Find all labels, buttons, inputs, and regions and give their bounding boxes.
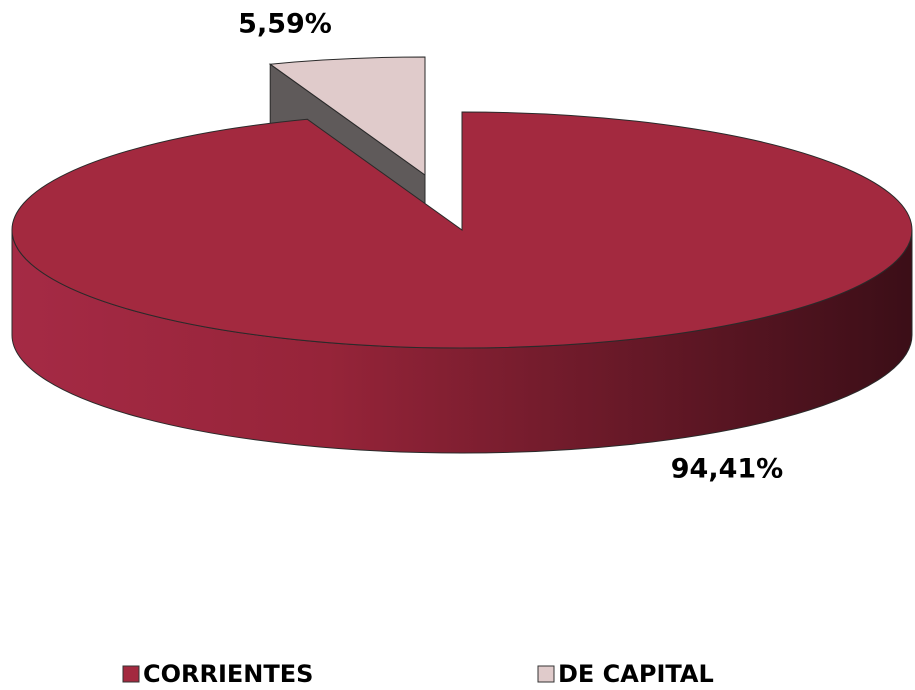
data-label: 94,41% (671, 454, 783, 485)
legend-label: CORRIENTES (143, 660, 313, 688)
slice (268, 56, 426, 176)
legend-swatch (122, 665, 140, 683)
legend-label: DE CAPITAL (558, 660, 714, 688)
data-label: 5,59% (238, 9, 332, 40)
slice (11, 111, 913, 349)
legend-swatch (537, 665, 555, 683)
